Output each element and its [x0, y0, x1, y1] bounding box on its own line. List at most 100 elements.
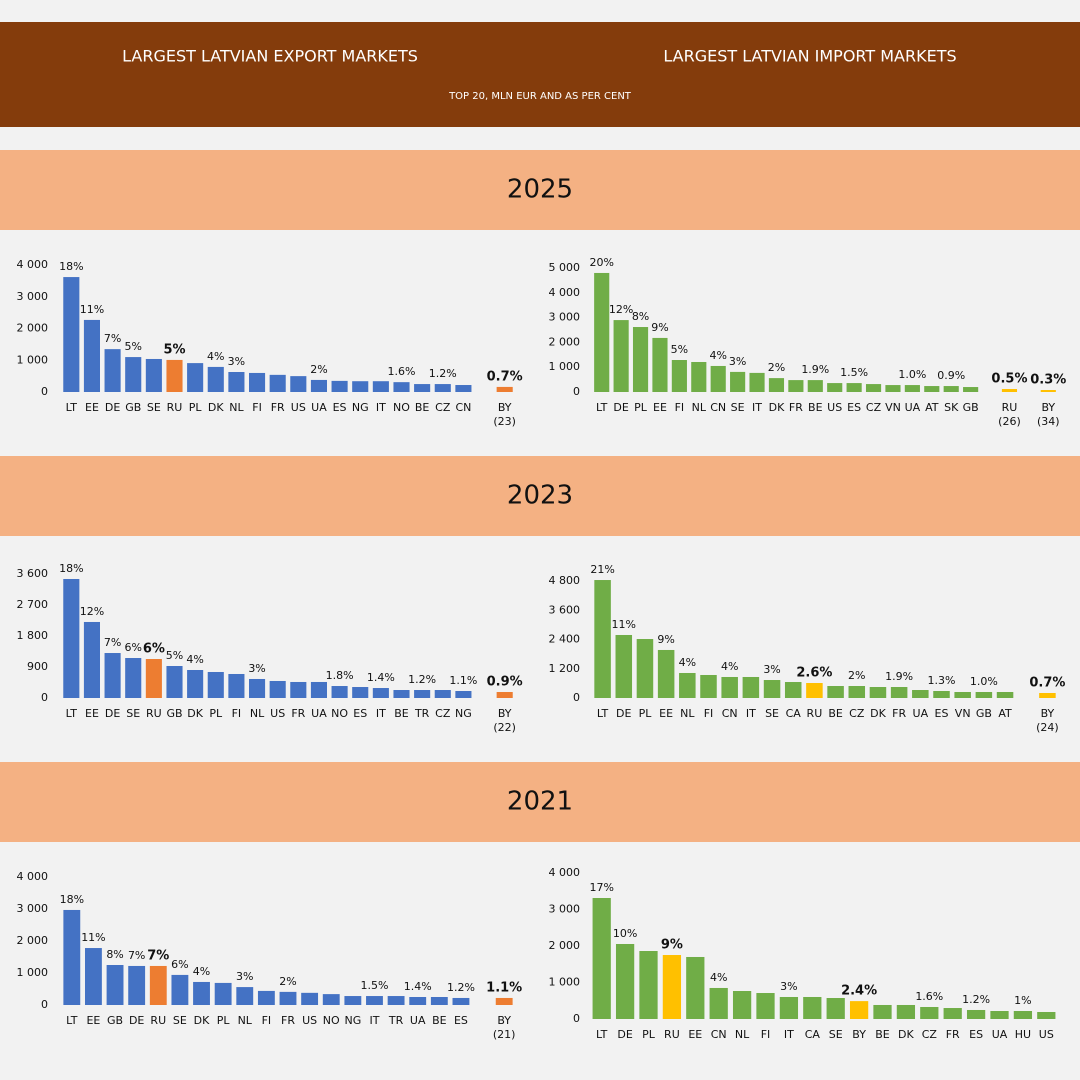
- x-tick-label: CZ: [849, 707, 865, 720]
- bar: [187, 669, 204, 698]
- bar: [848, 686, 866, 698]
- x-tick-label: FI: [704, 707, 714, 720]
- x-tick-label: PL: [217, 1014, 231, 1027]
- x-tick-label: SE: [731, 401, 745, 414]
- bar: [594, 272, 610, 392]
- x-tick-label-line: BY: [498, 707, 512, 720]
- share-label: 11%: [612, 618, 636, 631]
- bar: [924, 386, 940, 392]
- bar: [662, 955, 682, 1019]
- y-tick-label: 1 200: [549, 662, 581, 675]
- share-label: 1.1%: [486, 980, 522, 995]
- x-tick-label: AT: [925, 401, 939, 414]
- share-label: 18%: [59, 562, 83, 575]
- bar: [912, 690, 929, 698]
- share-label: 1.0%: [898, 368, 926, 381]
- x-tick-label: BY: [852, 1028, 866, 1041]
- x-tick-label: BY (34): [1037, 401, 1060, 428]
- bar: [873, 1004, 892, 1019]
- x-tick-label: SE: [126, 707, 140, 720]
- bar: [414, 384, 431, 392]
- bar: [749, 372, 765, 392]
- bar: [1013, 1011, 1033, 1019]
- bar: [166, 666, 183, 698]
- x-tick-label: BE: [394, 707, 409, 720]
- share-label: 8%: [632, 310, 649, 323]
- share-label: 1.2%: [447, 981, 475, 994]
- bar: [990, 1011, 1009, 1019]
- bar: [784, 682, 802, 698]
- x-tick-label: DK: [898, 1028, 914, 1041]
- x-tick-label: NO: [323, 1014, 340, 1027]
- bar: [149, 965, 167, 1005]
- x-tick-label: TR: [388, 1014, 404, 1027]
- share-label: 0.9%: [937, 369, 965, 382]
- x-tick-label-line: BY: [498, 401, 512, 414]
- x-tick-label: CA: [805, 1028, 821, 1041]
- x-tick-label: TR: [414, 707, 430, 720]
- y-tick-label: 2 000: [17, 934, 49, 947]
- x-tick-label: BE: [828, 707, 843, 720]
- x-tick-label: CN: [710, 401, 726, 414]
- x-tick-label: BY (24): [1036, 707, 1059, 734]
- bar: [846, 383, 862, 392]
- x-tick-label: SE: [147, 401, 161, 414]
- year-band: [0, 456, 1080, 536]
- share-label: 5%: [163, 342, 185, 357]
- x-tick-label: RU: [146, 707, 162, 720]
- bar: [691, 361, 707, 392]
- x-tick-label: NG: [352, 401, 369, 414]
- x-tick-label: GB: [125, 401, 141, 414]
- x-tick-label: GB: [963, 401, 979, 414]
- bar: [310, 379, 328, 392]
- bar: [636, 639, 654, 698]
- year-band: [0, 150, 1080, 230]
- x-tick-label: FI: [232, 707, 242, 720]
- x-tick-label: NL: [680, 707, 695, 720]
- x-tick-label: PL: [189, 401, 203, 414]
- year-label: 2021: [507, 787, 573, 817]
- y-tick-label: 0: [573, 691, 580, 704]
- x-tick-label: LT: [596, 401, 608, 414]
- bar: [768, 378, 785, 392]
- share-label: 2%: [310, 363, 327, 376]
- share-label: 5%: [671, 343, 688, 356]
- y-tick-label: 1 000: [17, 353, 49, 366]
- bar: [83, 319, 101, 392]
- share-label: 5%: [125, 340, 142, 353]
- share-label: 7%: [104, 636, 121, 649]
- share-label: 1.4%: [367, 671, 395, 684]
- x-tick-label: UA: [992, 1028, 1008, 1041]
- bar: [145, 358, 162, 392]
- share-label: 1.6%: [915, 990, 943, 1003]
- bar: [455, 691, 472, 698]
- x-tick-label: NL: [238, 1014, 253, 1027]
- share-label: 20%: [589, 256, 613, 269]
- bar: [803, 996, 822, 1019]
- share-label: 2.6%: [796, 666, 832, 681]
- bar: [228, 673, 245, 698]
- bar: [301, 992, 319, 1005]
- x-tick-label: FI: [262, 1014, 272, 1027]
- share-label: 1.8%: [326, 669, 354, 682]
- x-tick-label: CN: [711, 1028, 727, 1041]
- x-tick-label: US: [270, 707, 285, 720]
- x-tick-label: US: [1039, 1028, 1054, 1041]
- bar: [827, 686, 844, 698]
- x-tick-label: FR: [291, 707, 305, 720]
- bar: [779, 996, 799, 1019]
- x-tick-label: LT: [66, 707, 78, 720]
- x-tick-label: BE: [808, 401, 823, 414]
- x-tick-label: DK: [194, 1014, 210, 1027]
- x-tick-label: CZ: [866, 401, 882, 414]
- share-label: 2%: [768, 361, 785, 374]
- x-tick-label: NL: [250, 707, 265, 720]
- x-tick-label: UA: [311, 401, 327, 414]
- y-tick-label: 1 000: [549, 360, 581, 373]
- bar: [890, 687, 908, 698]
- x-tick-label: IT: [784, 1028, 794, 1041]
- share-label: 12%: [80, 605, 104, 618]
- bar: [721, 676, 738, 698]
- x-tick-label: DE: [105, 401, 120, 414]
- subtitle: TOP 20, MLN EUR AND AS PER CENT: [448, 91, 632, 102]
